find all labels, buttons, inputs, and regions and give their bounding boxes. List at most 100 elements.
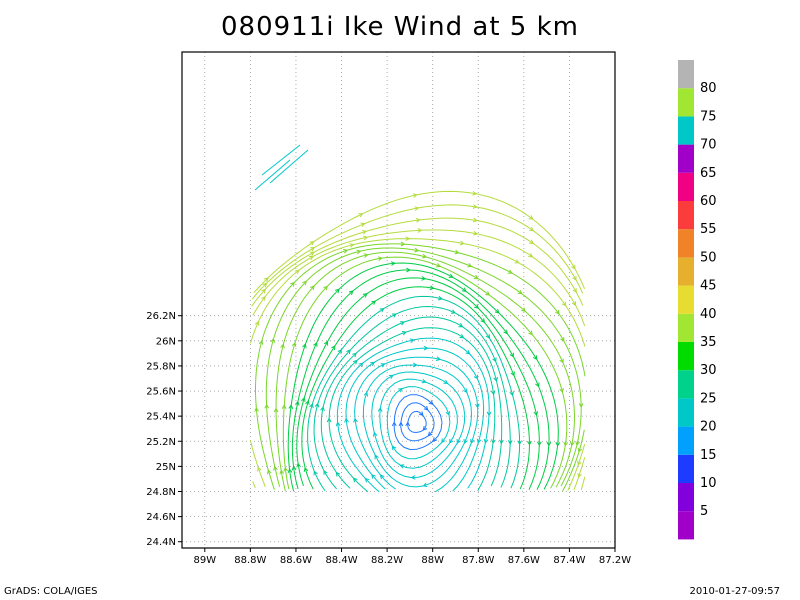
streamline-arrow [400, 241, 406, 247]
streamline-arrow [391, 421, 397, 427]
streamline-arrow [535, 382, 540, 388]
streamline [249, 440, 266, 488]
streamline-arrow [560, 336, 565, 342]
streamline-arrow [555, 309, 560, 315]
streamline-arrow [362, 230, 368, 235]
streamline-arrow [559, 387, 564, 393]
streamline-arrow [517, 289, 523, 295]
streamline [550, 422, 568, 489]
streamline-arrow [364, 477, 370, 483]
streamline-arrow [287, 468, 293, 474]
y-tick-label: 25N [156, 462, 176, 473]
streamline-arrow [314, 402, 320, 408]
colorbar-label: 10 [700, 476, 717, 491]
streamline-arrow [463, 388, 468, 394]
streamline-arrow [280, 343, 285, 349]
streamline-arrow [353, 417, 358, 423]
streamline-arrow [509, 391, 514, 397]
colorbar-label: 25 [700, 391, 717, 406]
streamline-arrow [491, 439, 496, 445]
streamline [490, 422, 503, 487]
streamline-arrow [303, 466, 309, 472]
colorbar-segment [678, 483, 694, 512]
streamline-arrow [577, 447, 583, 453]
streamline-arrow [346, 349, 351, 355]
colorbar-segment [678, 454, 694, 483]
y-tick-label: 25.4N [146, 412, 176, 423]
streamline-arrow [309, 403, 314, 409]
streamline-arrow [352, 352, 357, 358]
streamline-arrow [262, 282, 268, 288]
streamline [301, 286, 529, 490]
colorbar-label: 15 [700, 448, 717, 463]
streamline-arrow [514, 259, 520, 264]
streamline-arrow [363, 253, 369, 258]
streamline [580, 476, 586, 491]
streamline-arrow [465, 350, 471, 355]
streamline-arrow [310, 247, 316, 252]
streamline [253, 190, 586, 294]
streamline-arrow [335, 471, 341, 477]
streamline-arrow [459, 334, 465, 339]
streamline-arrow [270, 337, 275, 343]
streamline-arrow [348, 290, 354, 295]
streamline-arrow [456, 438, 461, 444]
x-tick-label: 87.8W [462, 555, 494, 566]
colorbar-segment [678, 257, 694, 286]
streamline [573, 457, 586, 490]
streamline [251, 204, 584, 300]
streamline-arrow [510, 371, 515, 377]
colorbar-label: 75 [700, 109, 717, 124]
streamline-arrow [370, 361, 376, 367]
plot-border [181, 51, 616, 549]
streamline-arrow [309, 241, 315, 246]
footer-credit: GrADS: COLA/IGES [4, 586, 98, 597]
streamline-arrow [356, 249, 362, 255]
streamline-arrow [473, 374, 478, 380]
streamline-arrow [308, 255, 314, 261]
streamline-arrow [363, 235, 369, 241]
streamline [354, 356, 479, 490]
colorbar-segment [678, 398, 694, 427]
streamline-arrow [436, 262, 442, 268]
colorbar-segment [678, 88, 694, 117]
streamline-arrow [264, 277, 269, 282]
streamline [467, 422, 489, 489]
streamline-arrow [405, 236, 411, 242]
streamline-arrow [555, 441, 561, 447]
streamline-arrow [473, 217, 478, 223]
streamline-arrow [352, 477, 358, 483]
streamline-arrow [279, 469, 285, 475]
footer-timestamp: 2010-01-27-09:57 [689, 586, 780, 597]
streamline-arrow [406, 267, 412, 273]
x-tick-label: 89W [193, 555, 216, 566]
streamline-arrow [379, 474, 385, 480]
streamline-arrow [577, 473, 582, 478]
colorbar-segment [678, 370, 694, 399]
streamline-arrow [405, 421, 411, 427]
streamlines [249, 144, 586, 493]
streamline-arrow [301, 396, 306, 403]
y-tick-label: 25.6N [146, 387, 176, 398]
x-tick-label: 87.6W [508, 555, 540, 566]
streamline-arrow [313, 341, 318, 347]
streamline-arrow [261, 295, 266, 301]
x-tick-label: 88.4W [325, 555, 357, 566]
x-tick-label: 88W [421, 555, 444, 566]
streamline [320, 316, 503, 489]
streamline-arrow [371, 300, 377, 305]
streamline-arrow [372, 431, 378, 437]
colorbar-segment [678, 116, 694, 145]
y-tick-label: 26N [156, 336, 176, 347]
colorbar-segment [678, 313, 694, 342]
streamline-arrow [267, 469, 272, 475]
streamline-arrow [391, 313, 397, 318]
streamline-arrow [358, 362, 364, 368]
streamline-arrow [571, 301, 577, 307]
streamline [543, 422, 559, 490]
streamline-arrow [521, 307, 526, 312]
streamline [536, 422, 550, 490]
streamline [251, 217, 584, 307]
colorbar-segment [678, 144, 694, 173]
streamline [313, 305, 510, 490]
